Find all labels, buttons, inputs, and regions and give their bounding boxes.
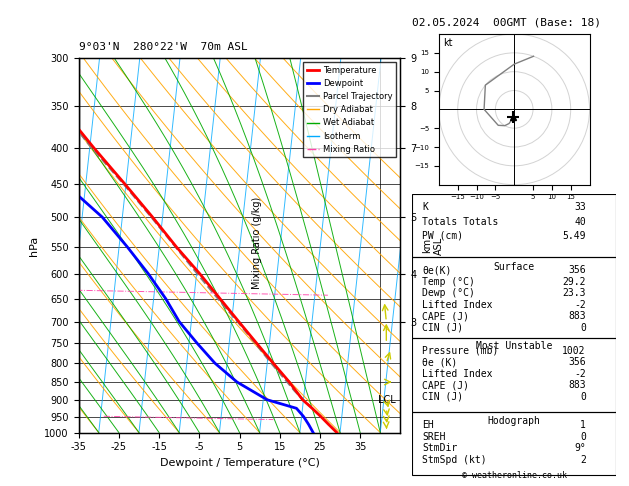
- Text: LCL: LCL: [378, 395, 396, 405]
- Text: CIN (J): CIN (J): [422, 392, 464, 401]
- Text: CAPE (J): CAPE (J): [422, 380, 469, 390]
- Text: Mixing Ratio (g/kg): Mixing Ratio (g/kg): [252, 197, 262, 289]
- Text: Pressure (mb): Pressure (mb): [422, 346, 499, 356]
- Text: 2: 2: [580, 454, 586, 465]
- Text: 356: 356: [568, 357, 586, 367]
- Text: © weatheronline.co.uk: © weatheronline.co.uk: [462, 471, 567, 480]
- Y-axis label: hPa: hPa: [29, 235, 39, 256]
- Text: CAPE (J): CAPE (J): [422, 311, 469, 321]
- Bar: [412, 338, 616, 412]
- Text: kt: kt: [443, 38, 452, 48]
- Legend: Temperature, Dewpoint, Parcel Trajectory, Dry Adiabat, Wet Adiabat, Isotherm, Mi: Temperature, Dewpoint, Parcel Trajectory…: [303, 63, 396, 157]
- Text: 02.05.2024  00GMT (Base: 18): 02.05.2024 00GMT (Base: 18): [412, 17, 601, 27]
- Text: StmSpd (kt): StmSpd (kt): [422, 454, 487, 465]
- Text: 23.3: 23.3: [562, 288, 586, 298]
- Text: Lifted Index: Lifted Index: [422, 368, 493, 379]
- Text: 883: 883: [568, 311, 586, 321]
- Text: K: K: [422, 202, 428, 212]
- Text: 29.2: 29.2: [562, 277, 586, 287]
- Text: 356: 356: [568, 265, 586, 276]
- X-axis label: Dewpoint / Temperature (°C): Dewpoint / Temperature (°C): [160, 458, 320, 468]
- Text: θe(K): θe(K): [422, 265, 452, 276]
- Text: 1002: 1002: [562, 346, 586, 356]
- Text: StmDir: StmDir: [422, 443, 457, 453]
- Bar: [412, 194, 616, 258]
- Text: Totals Totals: Totals Totals: [422, 217, 499, 226]
- Text: CIN (J): CIN (J): [422, 323, 464, 333]
- Text: Lifted Index: Lifted Index: [422, 300, 493, 310]
- Text: Temp (°C): Temp (°C): [422, 277, 475, 287]
- Text: PW (cm): PW (cm): [422, 231, 464, 241]
- Text: 33: 33: [574, 202, 586, 212]
- Text: 0: 0: [580, 392, 586, 401]
- Text: 40: 40: [574, 217, 586, 226]
- Text: Dewp (°C): Dewp (°C): [422, 288, 475, 298]
- Text: 9°: 9°: [574, 443, 586, 453]
- Text: 0: 0: [580, 323, 586, 333]
- Text: -2: -2: [574, 368, 586, 379]
- Text: Surface: Surface: [494, 262, 535, 272]
- Text: 1: 1: [580, 420, 586, 430]
- Text: 9°03'N  280°22'W  70m ASL: 9°03'N 280°22'W 70m ASL: [79, 42, 247, 52]
- Text: 5.49: 5.49: [562, 231, 586, 241]
- Bar: [412, 258, 616, 338]
- Text: SREH: SREH: [422, 432, 446, 442]
- Text: Hodograph: Hodograph: [487, 416, 541, 426]
- Text: 883: 883: [568, 380, 586, 390]
- Text: Most Unstable: Most Unstable: [476, 342, 552, 351]
- Text: θe (K): θe (K): [422, 357, 457, 367]
- Text: EH: EH: [422, 420, 434, 430]
- Y-axis label: km
ASL: km ASL: [422, 236, 443, 255]
- Text: -2: -2: [574, 300, 586, 310]
- Bar: [412, 412, 616, 475]
- Text: 0: 0: [580, 432, 586, 442]
